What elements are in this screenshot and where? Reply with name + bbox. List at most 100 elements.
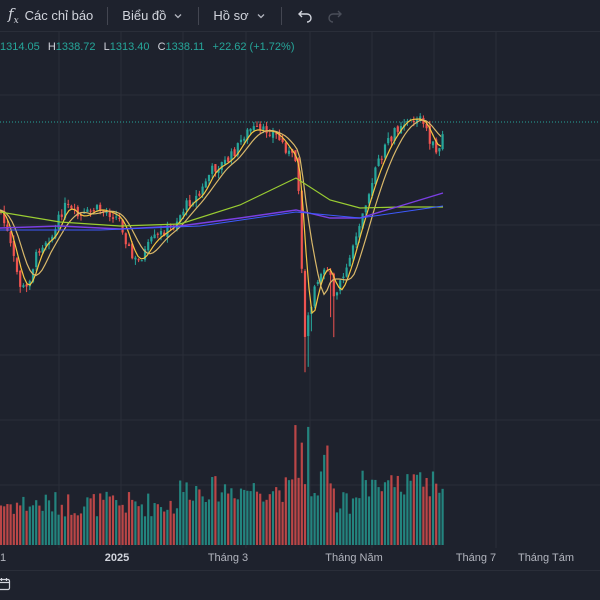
candle-body xyxy=(195,195,198,203)
volume-bar xyxy=(76,515,79,545)
chart-menu-button[interactable]: Biểu đồ xyxy=(114,0,192,32)
volume-bar xyxy=(403,494,406,545)
candle-body xyxy=(419,116,422,121)
candle-body xyxy=(201,186,204,195)
candle-body xyxy=(19,270,22,287)
volume-bar xyxy=(185,482,188,545)
candle-body xyxy=(361,213,364,229)
candle-body xyxy=(95,205,99,210)
redo-button[interactable] xyxy=(320,0,352,32)
chart-grid xyxy=(0,32,600,548)
volume-bar xyxy=(284,477,287,545)
volume-bar xyxy=(89,498,92,545)
volume-bar xyxy=(38,505,41,545)
candle-body xyxy=(303,271,307,337)
volume-bar xyxy=(191,500,195,545)
volume-bar xyxy=(19,505,22,545)
candle-body xyxy=(265,126,268,134)
bottom-bar xyxy=(0,570,600,600)
volume-bar xyxy=(268,494,271,545)
volume-bar xyxy=(255,491,259,545)
candle-body xyxy=(89,210,92,212)
volume-bar xyxy=(143,516,147,545)
volume-bar xyxy=(140,504,143,545)
toolbar-divider xyxy=(198,6,200,25)
volume-bar xyxy=(431,471,435,545)
volume-bar xyxy=(179,480,182,545)
volume-bar xyxy=(182,492,185,545)
volume-bar xyxy=(249,491,252,545)
price-chart[interactable] xyxy=(0,32,600,568)
candle-body xyxy=(233,149,236,157)
volume-bar xyxy=(393,487,396,545)
volume-histogram xyxy=(0,425,444,545)
candle-body xyxy=(243,138,246,141)
candle-body xyxy=(99,204,102,212)
calendar-icon[interactable] xyxy=(0,577,11,591)
volume-bar xyxy=(441,488,444,545)
undo-button[interactable] xyxy=(288,0,320,32)
candle-body xyxy=(185,200,188,210)
volume-bar xyxy=(195,486,198,545)
candle-body xyxy=(156,233,159,235)
volume-bar xyxy=(377,487,380,545)
volume-bar xyxy=(262,501,265,545)
candle-body xyxy=(134,257,137,260)
candle-body xyxy=(102,210,105,212)
candle-body xyxy=(60,214,63,217)
candle-body xyxy=(406,120,409,123)
volume-bar xyxy=(60,504,63,545)
volume-bar xyxy=(121,504,124,545)
volume-bar xyxy=(159,507,163,545)
volume-bar xyxy=(124,512,127,545)
profile-menu-button[interactable]: Hồ sơ xyxy=(205,0,274,32)
candle-body xyxy=(246,129,249,141)
volume-bar xyxy=(355,497,358,545)
volume-bar xyxy=(390,475,393,545)
toolbar-divider xyxy=(107,6,109,25)
volume-bar xyxy=(147,493,150,545)
candle-body xyxy=(105,211,108,214)
volume-bar xyxy=(211,477,214,545)
candle-body xyxy=(271,131,275,138)
volume-bar xyxy=(31,505,35,545)
volume-bar xyxy=(351,498,355,545)
volume-bar xyxy=(387,480,390,545)
candle-body xyxy=(339,280,342,291)
volume-bar xyxy=(329,483,332,545)
volume-bar xyxy=(169,500,172,545)
volume-bar xyxy=(22,496,25,545)
candle-body xyxy=(31,269,35,282)
volume-bar xyxy=(15,502,19,545)
volume-bar xyxy=(86,497,89,545)
candle-body xyxy=(153,234,156,239)
volume-bar xyxy=(83,506,86,545)
volume-bar xyxy=(422,486,425,545)
volume-bar xyxy=(415,474,419,545)
volume-bar xyxy=(220,492,223,545)
candle-body xyxy=(396,126,399,132)
candle-body xyxy=(332,273,335,297)
volume-bar xyxy=(198,489,201,545)
volume-bar xyxy=(406,474,409,545)
x-tick-label: 1 xyxy=(0,552,7,564)
volume-bar xyxy=(332,488,335,545)
volume-bar xyxy=(348,513,351,545)
volume-bar xyxy=(323,454,326,545)
volume-bar xyxy=(102,499,105,545)
volume-bar xyxy=(0,505,3,545)
candle-body xyxy=(198,193,201,196)
candle-body xyxy=(390,136,393,142)
candle-body xyxy=(166,225,169,237)
volume-bar xyxy=(99,493,102,545)
volume-bar xyxy=(6,504,9,545)
volume-bar xyxy=(246,490,249,545)
volume-bar xyxy=(291,479,294,545)
time-axis[interactable]: 1 2025 Tháng 3 Tháng Năm Tháng 7 Tháng T… xyxy=(0,548,600,568)
candle-body xyxy=(35,251,38,267)
volume-bar xyxy=(118,505,121,545)
volume-bar xyxy=(105,491,108,545)
indicators-button[interactable]: fx Các chỉ báo xyxy=(0,0,101,32)
high-label: H xyxy=(47,41,56,53)
volume-bar xyxy=(380,491,383,545)
